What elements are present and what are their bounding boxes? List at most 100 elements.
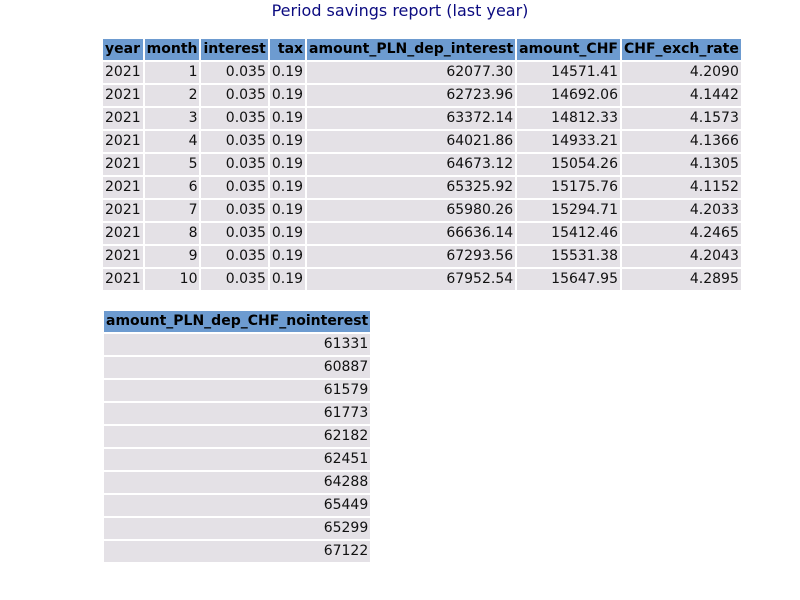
table-cell: 2021 <box>103 200 143 221</box>
table-cell: 0.19 <box>269 154 306 175</box>
table-cell: 4.2465 <box>621 223 741 244</box>
table-cell: 65299 <box>104 518 371 539</box>
table-cell: 2 <box>144 85 200 106</box>
table-cell: 1 <box>144 62 200 83</box>
table-row: 61773 <box>104 403 371 424</box>
table-cell: 62723.96 <box>307 85 516 106</box>
table-cell: 15054.26 <box>517 154 620 175</box>
column-header-chf-exch-rate: CHF_exch_rate <box>621 39 741 60</box>
table-cell: 14571.41 <box>517 62 620 83</box>
table-cell: 0.19 <box>269 85 306 106</box>
table-cell: 15531.38 <box>517 246 620 267</box>
column-header-amount-pln-dep-interest: amount_PLN_dep_interest <box>307 39 516 60</box>
column-header-year: year <box>103 39 143 60</box>
table-cell: 0.19 <box>269 200 306 221</box>
table-cell: 65449 <box>104 495 371 516</box>
table-row: 2021 6 0.035 0.19 65325.92 15175.76 4.1152 <box>103 177 741 198</box>
table-row: 61579 <box>104 380 371 401</box>
table-cell: 65325.92 <box>307 177 516 198</box>
table-cell: 0.035 <box>201 246 268 267</box>
table-cell: 61331 <box>104 334 371 355</box>
table-cell: 61773 <box>104 403 371 424</box>
table-cell: 0.035 <box>201 269 268 290</box>
table-cell: 2021 <box>103 62 143 83</box>
table-row: 65299 <box>104 518 371 539</box>
table-cell: 65980.26 <box>307 200 516 221</box>
table-cell: 4.1366 <box>621 131 741 152</box>
table-row: 62182 <box>104 426 371 447</box>
table-row: 2021 9 0.035 0.19 67293.56 15531.38 4.2043 <box>103 246 741 267</box>
savings-table: year month interest tax amount_PLN_dep_i… <box>101 37 743 292</box>
table-cell: 0.19 <box>269 177 306 198</box>
table-cell: 15647.95 <box>517 269 620 290</box>
table-cell: 0.19 <box>269 223 306 244</box>
table-cell: 66636.14 <box>307 223 516 244</box>
table-row: 2021 4 0.035 0.19 64021.86 14933.21 4.1366 <box>103 131 741 152</box>
table-cell: 62077.30 <box>307 62 516 83</box>
table-cell: 4.2895 <box>621 269 741 290</box>
table-cell: 2021 <box>103 154 143 175</box>
table-cell: 67293.56 <box>307 246 516 267</box>
column-header-interest: interest <box>201 39 268 60</box>
table-cell: 14692.06 <box>517 85 620 106</box>
table-cell: 2021 <box>103 246 143 267</box>
table-cell: 4.2090 <box>621 62 741 83</box>
table-row: 65449 <box>104 495 371 516</box>
table-cell: 0.035 <box>201 62 268 83</box>
column-header-month: month <box>144 39 200 60</box>
table-cell: 14933.21 <box>517 131 620 152</box>
table-cell: 2021 <box>103 108 143 129</box>
table-row: 64288 <box>104 472 371 493</box>
table-cell: 64673.12 <box>307 154 516 175</box>
table-row: 2021 5 0.035 0.19 64673.12 15054.26 4.1305 <box>103 154 741 175</box>
column-header-tax: tax <box>269 39 306 60</box>
table-cell: 5 <box>144 154 200 175</box>
table-cell: 4.1573 <box>621 108 741 129</box>
table-cell: 4.2033 <box>621 200 741 221</box>
table-cell: 2021 <box>103 131 143 152</box>
table-cell: 0.035 <box>201 200 268 221</box>
table-cell: 4.1305 <box>621 154 741 175</box>
nointerest-table-body: 61331 60887 61579 61773 62182 62451 64288 65449… <box>104 334 371 562</box>
table-cell: 2021 <box>103 85 143 106</box>
table-cell: 0.19 <box>269 246 306 267</box>
table-cell: 0.035 <box>201 177 268 198</box>
table-row: 60887 <box>104 357 371 378</box>
table-cell: 6 <box>144 177 200 198</box>
table-cell: 0.19 <box>269 108 306 129</box>
table-cell: 4.1152 <box>621 177 741 198</box>
table-cell: 62451 <box>104 449 371 470</box>
table-row: 2021 2 0.035 0.19 62723.96 14692.06 4.1442 <box>103 85 741 106</box>
column-header-amount-chf: amount_CHF <box>517 39 620 60</box>
table-cell: 15175.76 <box>517 177 620 198</box>
table-cell: 4.2043 <box>621 246 741 267</box>
table-cell: 67952.54 <box>307 269 516 290</box>
table-cell: 10 <box>144 269 200 290</box>
table-row: 2021 1 0.035 0.19 62077.30 14571.41 4.2090 <box>103 62 741 83</box>
table-cell: 64021.86 <box>307 131 516 152</box>
table-header-row: amount_PLN_dep_CHF_nointerest <box>104 311 371 332</box>
table-row: 2021 8 0.035 0.19 66636.14 15412.46 4.2465 <box>103 223 741 244</box>
table-cell: 7 <box>144 200 200 221</box>
table-cell: 0.035 <box>201 108 268 129</box>
table-cell: 0.035 <box>201 223 268 244</box>
table-cell: 2021 <box>103 223 143 244</box>
table-cell: 0.035 <box>201 131 268 152</box>
table-row: 2021 10 0.035 0.19 67952.54 15647.95 4.2895 <box>103 269 741 290</box>
table-cell: 63372.14 <box>307 108 516 129</box>
nointerest-table: amount_PLN_dep_CHF_nointerest 61331 60887… <box>102 309 372 564</box>
table-cell: 67122 <box>104 541 371 562</box>
table-cell: 2021 <box>103 269 143 290</box>
report-title: Period savings report (last year) <box>271 1 529 20</box>
table-cell: 15294.71 <box>517 200 620 221</box>
table-cell: 9 <box>144 246 200 267</box>
table-cell: 14812.33 <box>517 108 620 129</box>
table-cell: 61579 <box>104 380 371 401</box>
table-cell: 8 <box>144 223 200 244</box>
table-cell: 62182 <box>104 426 371 447</box>
table-cell: 0.19 <box>269 269 306 290</box>
table-cell: 0.19 <box>269 62 306 83</box>
savings-table-body: 2021 1 0.035 0.19 62077.30 14571.41 4.2090 2021… <box>103 62 741 290</box>
table-cell: 15412.46 <box>517 223 620 244</box>
table-cell: 4.1442 <box>621 85 741 106</box>
